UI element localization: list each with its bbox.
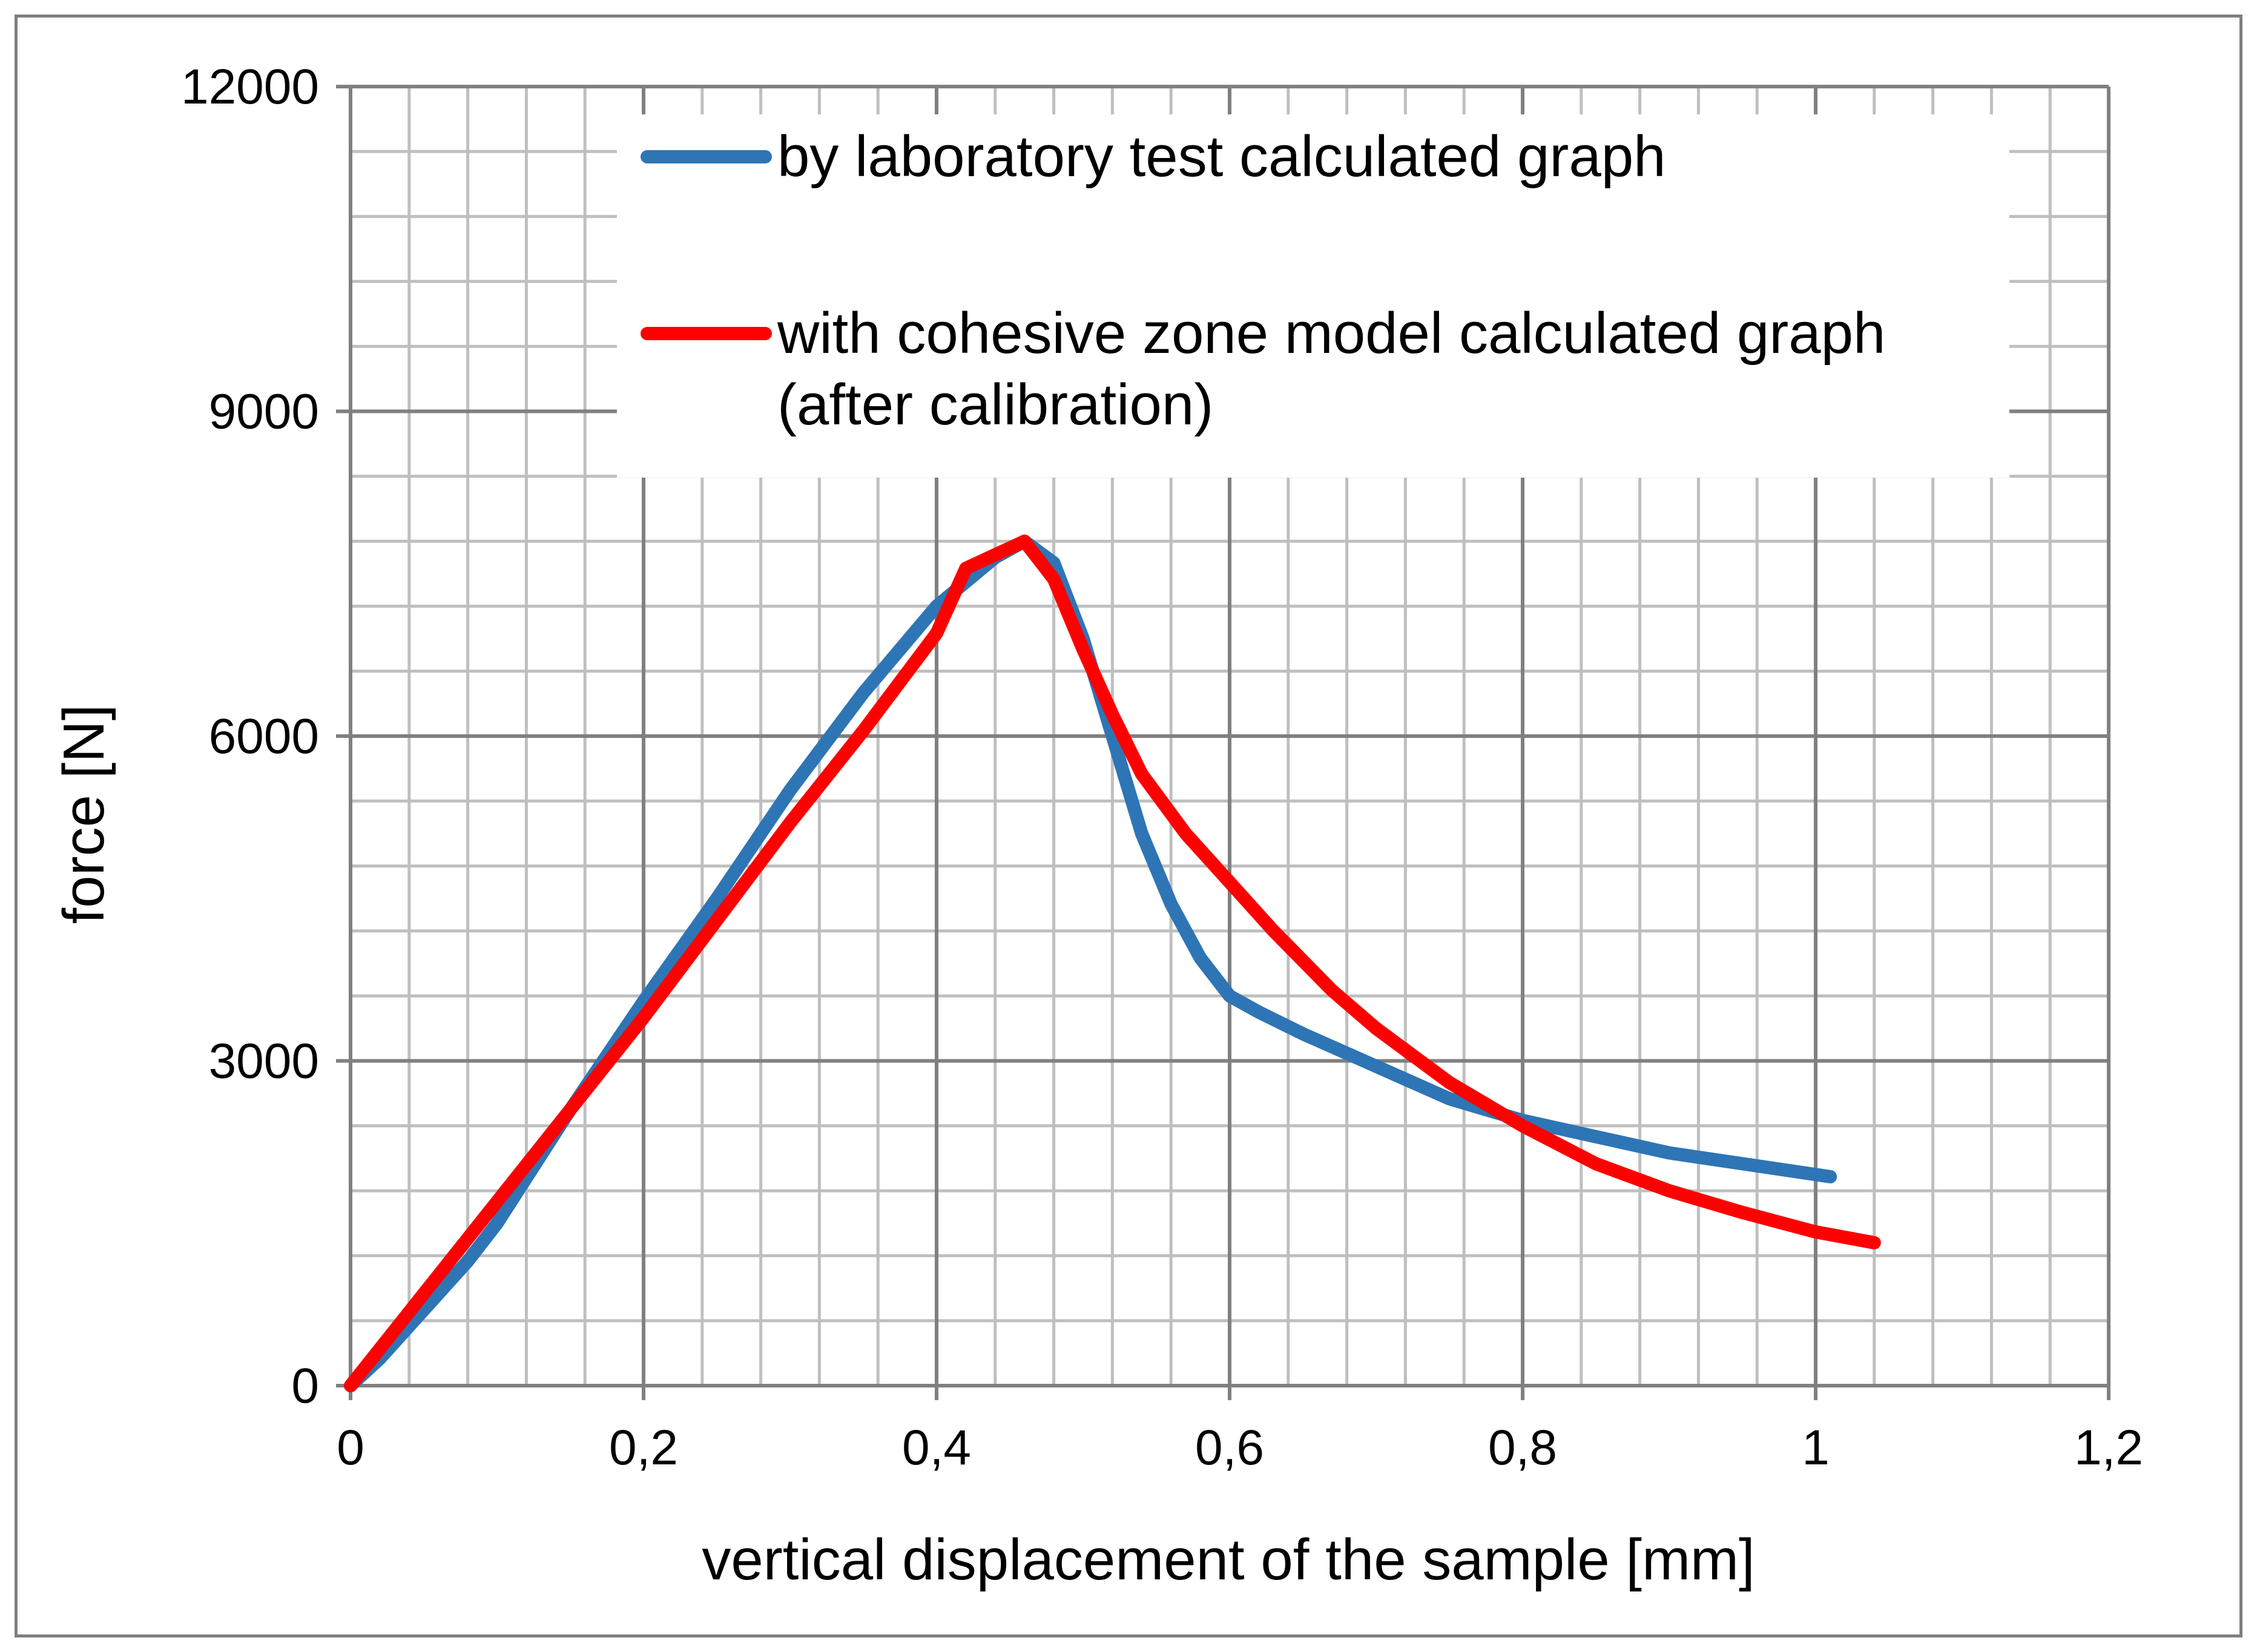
x-tick-label: 0,6 (1195, 1420, 1264, 1475)
legend-label-lab-test: by laboratory test calculated graph (777, 124, 1666, 189)
x-tick-label: 0 (337, 1420, 364, 1475)
y-tick-label: 0 (291, 1358, 319, 1413)
y-tick-label: 9000 (209, 384, 319, 439)
y-tick-label: 3000 (209, 1034, 319, 1089)
x-tick-label: 1 (1802, 1420, 1830, 1475)
legend: by laboratory test calculated graph with… (617, 114, 2009, 478)
y-tick-label: 12000 (181, 59, 319, 114)
x-tick-label: 0,8 (1488, 1420, 1557, 1475)
series-line-cohesive-model (344, 535, 1881, 1392)
x-tick-label: 0,4 (902, 1420, 971, 1475)
y-tick-labels: 0 3000 6000 9000 12000 (181, 59, 319, 1413)
legend-label-cohesive-model-line2: (after calibration) (777, 372, 1213, 437)
y-tick-label: 6000 (209, 709, 319, 764)
y-axis-title: force [N] (51, 705, 116, 924)
chart-frame: 0 0,2 0,4 0,6 0,8 1 1,2 0 3000 6000 9000 12000 by … (15, 15, 2242, 1637)
x-tick-label: 1,2 (2074, 1420, 2143, 1475)
series-layer (344, 535, 1881, 1392)
legend-label-cohesive-model-line1: with cohesive zone model calculated grap… (777, 301, 1885, 366)
legend-background (617, 114, 2009, 478)
x-axis-title: vertical displacement of the sample [mm] (702, 1527, 1755, 1592)
x-tick-label: 0,2 (609, 1420, 678, 1475)
chart-svg: 0 0,2 0,4 0,6 0,8 1 1,2 0 3000 6000 9000 12000 by … (51, 59, 2143, 1592)
legend-label-cohesive-model: with cohesive zone model calculated grap… (777, 301, 1885, 437)
x-tick-labels: 0 0,2 0,4 0,6 0,8 1 1,2 (337, 1420, 2143, 1475)
